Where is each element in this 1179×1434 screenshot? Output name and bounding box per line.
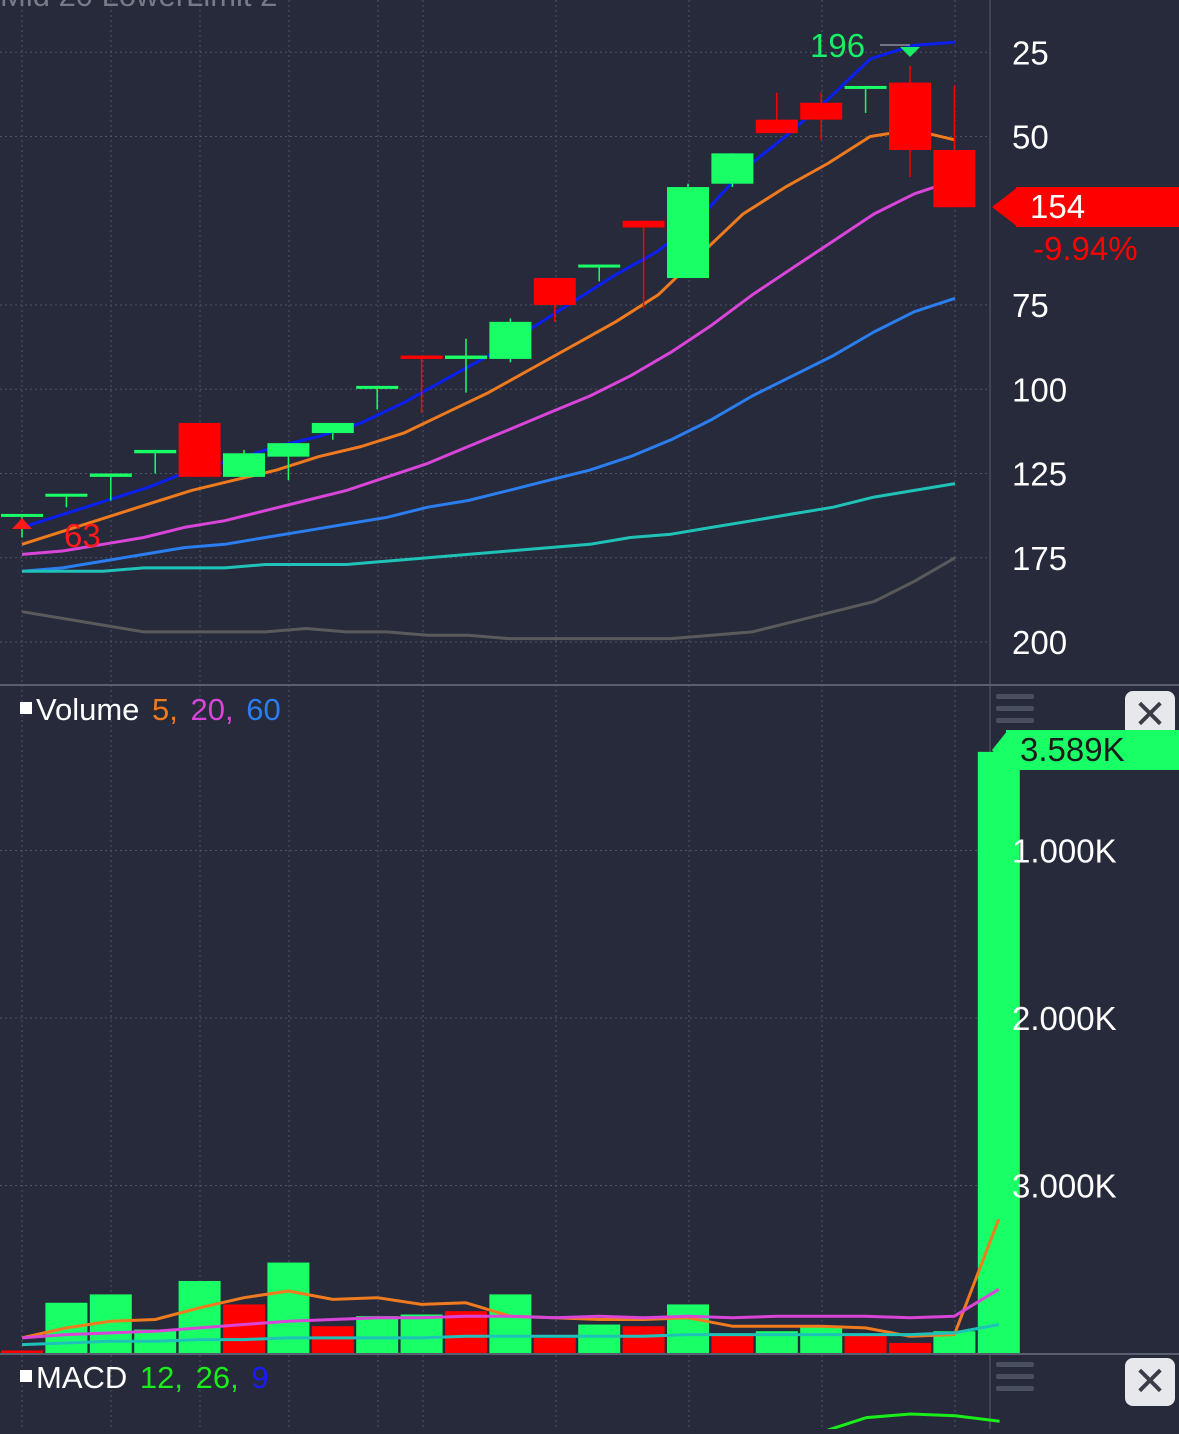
last-price-tag-arrow (992, 187, 1018, 227)
volume-moving-averages (21, 1218, 1001, 1347)
last-price-tag: 154 (1016, 187, 1179, 227)
volume-bar (667, 1304, 709, 1353)
volume-bar (1, 1350, 43, 1353)
macd-param-slow: 26, (195, 1360, 239, 1395)
volume-menu-icon[interactable] (996, 694, 1034, 734)
volume-legend-square (20, 702, 32, 714)
macd-line (821, 1412, 1000, 1434)
high-marker-arrow (900, 47, 920, 57)
candle-body (933, 149, 976, 208)
volume-bar (311, 1326, 354, 1353)
volume-bar (178, 1280, 221, 1353)
macd-param-signal: 9 (251, 1360, 269, 1395)
candle-body (223, 453, 265, 477)
candle-body (445, 355, 487, 359)
volume-bar (755, 1331, 798, 1353)
candle-body (267, 443, 310, 457)
candle-body (356, 385, 399, 389)
volume-ytick-label: 3.000K (1012, 1168, 1117, 1205)
volume-ma20-line (21, 1288, 1000, 1340)
axis-labels: 200 175 125 100 75 50 25 3.000K 2.000K 1.000K (1012, 34, 1117, 1204)
volume-bar (889, 1342, 931, 1353)
volume-ma20-label: 20, (190, 692, 234, 727)
partial-header: Mid 20 LowerLimit 2 (0, 0, 281, 14)
macd-legend: MACD 12, 26, 9 (20, 1360, 273, 1396)
price-ma30-line (21, 296, 956, 573)
volume-ytick-label: 1.000K (1012, 833, 1117, 870)
candle-body (800, 102, 843, 120)
candle-body (134, 449, 177, 454)
macd-legend-square (20, 1370, 32, 1382)
volume-bar (844, 1334, 887, 1353)
last-volume-label: 3.589K (1020, 731, 1125, 768)
partial-header-text: Mid 20 LowerLimit 2 (0, 0, 277, 13)
volume-legend: Volume 5, 20, 60 (20, 692, 285, 728)
last-price-label: 154 (1030, 188, 1086, 225)
candle-body (578, 264, 621, 268)
price-ytick-label: 125 (1012, 456, 1067, 493)
volume-ytick-label: 2.000K (1012, 1000, 1117, 1037)
price-ma10-line (21, 40, 956, 529)
candle-body (311, 422, 354, 434)
candle-body (533, 278, 576, 305)
candle-body (489, 321, 532, 359)
volume-ma5-label: 5, (152, 692, 178, 727)
price-ma5-line (21, 128, 956, 546)
low-marker-arrow (12, 518, 32, 529)
price-ytick-label: 100 (1012, 371, 1067, 408)
candle-body (889, 82, 931, 150)
volume-bar (711, 1334, 754, 1353)
volume-bar (533, 1337, 576, 1353)
volume-bar (356, 1316, 399, 1353)
change-percent: -9.94% (1033, 230, 1138, 267)
price-ytick-label: 75 (1012, 287, 1049, 324)
volume-bar (489, 1294, 532, 1353)
candle-body (1, 513, 43, 517)
low-marker-label: 63 (64, 517, 101, 554)
candle-body (45, 493, 88, 497)
price-ytick-label: 175 (1012, 540, 1067, 577)
price-ma120-line (21, 556, 956, 641)
price-ytick-label: 50 (1012, 119, 1049, 156)
macd-close-icon[interactable]: ✕ (1125, 1358, 1175, 1406)
last-volume-tag-arrow (992, 730, 1008, 770)
volume-bar (933, 1331, 976, 1353)
volume-bars (1, 751, 1020, 1353)
volume-bar (578, 1324, 621, 1353)
volume-bar (622, 1326, 665, 1353)
volume-bar (223, 1304, 265, 1353)
volume-title: Volume (36, 692, 140, 727)
candle-body (755, 119, 798, 134)
macd-lines (821, 1412, 1000, 1434)
macd-title: MACD (36, 1360, 128, 1395)
candle-body (667, 187, 709, 279)
last-volume-tag: 3.589K (1006, 730, 1179, 770)
candle-body (89, 473, 132, 477)
candle-body (622, 220, 665, 228)
candle-body (844, 85, 887, 89)
volume-bar (400, 1314, 443, 1353)
price-ytick-label: 200 (1012, 624, 1067, 661)
price-ytick-label: 25 (1012, 34, 1049, 71)
high-marker-label: 196 (810, 27, 865, 64)
candle-body (711, 153, 754, 184)
price-moving-averages (21, 40, 956, 641)
volume-ma60-label: 60 (246, 692, 281, 727)
price-markers: 196 63 (12, 27, 920, 554)
price-ma60-line (22, 482, 956, 573)
volume-bar (800, 1326, 843, 1353)
candlesticks (1, 65, 976, 538)
candle-body (400, 355, 443, 359)
volume-ma60-line (21, 1323, 1000, 1347)
candle-body (178, 422, 221, 477)
price-ma20-line (21, 178, 956, 556)
macd-param-fast: 12, (139, 1360, 184, 1395)
macd-menu-icon[interactable] (996, 1362, 1034, 1402)
